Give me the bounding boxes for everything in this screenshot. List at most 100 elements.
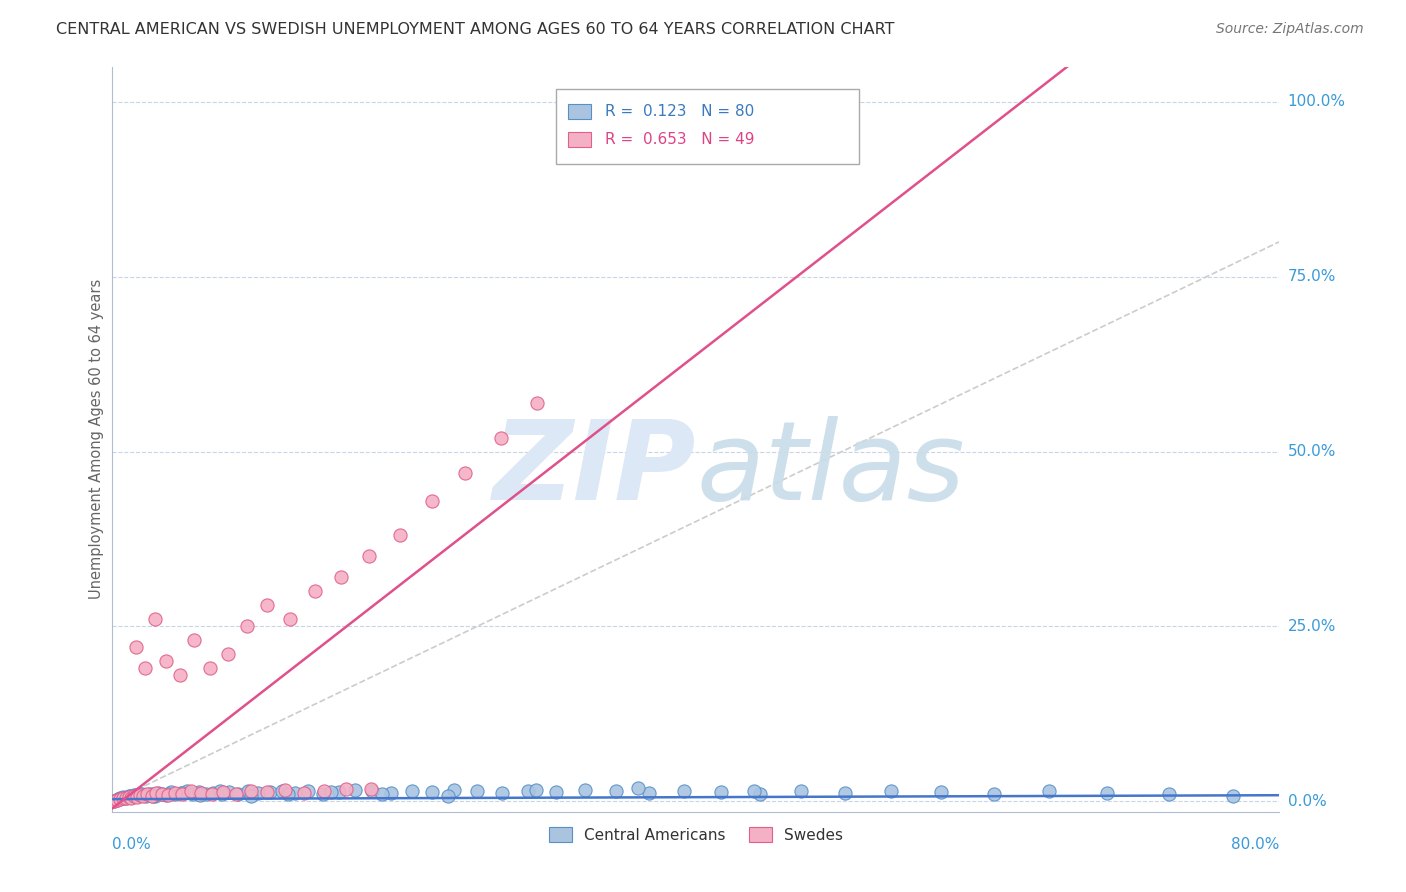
Text: 0.0%: 0.0%	[1288, 794, 1326, 809]
Point	[526, 395, 548, 409]
Text: 50.0%: 50.0%	[1288, 444, 1336, 459]
Point	[105, 793, 128, 807]
Point	[202, 786, 225, 800]
FancyBboxPatch shape	[555, 89, 859, 164]
Point	[218, 785, 240, 799]
Point	[454, 466, 477, 480]
Point	[160, 785, 183, 799]
Point	[1157, 787, 1180, 801]
Point	[132, 788, 155, 802]
Point	[117, 789, 139, 803]
Text: Source: ZipAtlas.com: Source: ZipAtlas.com	[1216, 22, 1364, 37]
Point	[170, 786, 193, 800]
Point	[226, 787, 249, 801]
Point	[155, 654, 177, 668]
Point	[256, 785, 278, 799]
Point	[240, 789, 263, 803]
Point	[183, 633, 205, 648]
Text: R =  0.123   N = 80: R = 0.123 N = 80	[605, 104, 754, 120]
Point	[929, 785, 952, 799]
Point	[190, 786, 212, 800]
Point	[103, 793, 125, 807]
Text: 25.0%: 25.0%	[1288, 619, 1336, 634]
Point	[437, 789, 460, 803]
Point	[143, 789, 166, 803]
Text: 80.0%: 80.0%	[1232, 837, 1279, 852]
Point	[284, 786, 307, 800]
Point	[141, 787, 163, 801]
Point	[200, 661, 222, 675]
Point	[188, 788, 211, 802]
Point	[211, 787, 233, 801]
Point	[420, 785, 443, 799]
Y-axis label: Unemployment Among Ages 60 to 64 years: Unemployment Among Ages 60 to 64 years	[89, 279, 104, 599]
Point	[371, 787, 394, 801]
Point	[156, 787, 179, 801]
Point	[111, 790, 134, 805]
Point	[1038, 784, 1060, 798]
Point	[141, 789, 163, 804]
Point	[276, 787, 298, 801]
Point	[359, 549, 381, 564]
Point	[172, 787, 194, 801]
Point	[169, 668, 191, 682]
Point	[673, 783, 696, 797]
Point	[605, 784, 627, 798]
Text: R =  0.653   N = 49: R = 0.653 N = 49	[605, 132, 755, 147]
Point	[135, 789, 157, 803]
Point	[209, 783, 232, 797]
Point	[574, 783, 596, 797]
Point	[165, 787, 187, 801]
Point	[146, 786, 169, 800]
Point	[710, 785, 733, 799]
Point	[304, 584, 326, 599]
Point	[311, 787, 333, 801]
Point	[165, 786, 187, 800]
Point	[108, 791, 131, 805]
Point	[247, 786, 270, 800]
Point	[181, 787, 204, 801]
Point	[343, 783, 366, 797]
Point	[1097, 786, 1119, 800]
Point	[103, 793, 125, 807]
Point	[124, 789, 146, 803]
FancyBboxPatch shape	[568, 132, 591, 147]
Point	[127, 789, 149, 804]
Point	[156, 788, 179, 802]
FancyBboxPatch shape	[568, 104, 591, 119]
Point	[420, 493, 443, 508]
Text: CENTRAL AMERICAN VS SWEDISH UNEMPLOYMENT AMONG AGES 60 TO 64 YEARS CORRELATION C: CENTRAL AMERICAN VS SWEDISH UNEMPLOYMENT…	[56, 22, 894, 37]
Point	[212, 785, 235, 799]
Point	[120, 790, 142, 805]
Point	[236, 784, 259, 798]
Point	[132, 789, 155, 803]
Point	[627, 780, 650, 795]
Point	[235, 619, 257, 633]
Point	[129, 787, 152, 801]
Point	[107, 792, 129, 806]
Point	[259, 785, 281, 799]
Point	[335, 781, 357, 796]
Text: atlas: atlas	[696, 416, 965, 523]
Point	[136, 787, 159, 801]
Point	[143, 612, 166, 626]
Point	[749, 787, 772, 801]
Point	[217, 648, 239, 662]
Point	[138, 787, 160, 801]
Point	[321, 785, 343, 799]
Point	[270, 783, 292, 797]
Point	[114, 790, 136, 805]
Point	[328, 785, 350, 799]
Point	[742, 784, 765, 798]
Text: 0.0%: 0.0%	[112, 837, 152, 852]
Text: 100.0%: 100.0%	[1288, 95, 1346, 110]
Point	[134, 661, 156, 675]
Point	[465, 784, 488, 798]
Point	[983, 787, 1005, 801]
Point	[292, 786, 315, 800]
Point	[145, 786, 167, 800]
Point	[125, 640, 148, 655]
Point	[194, 787, 217, 801]
Point	[312, 783, 335, 797]
Point	[790, 784, 813, 798]
